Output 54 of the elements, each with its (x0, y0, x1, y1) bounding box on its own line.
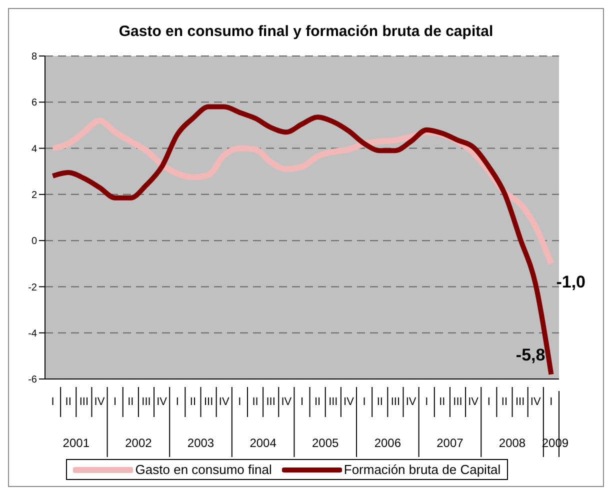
x-tick-label: III (79, 396, 89, 408)
x-tick-label: II (65, 396, 72, 408)
x-tick-label: II (439, 396, 446, 408)
text: 2007 (436, 436, 464, 450)
x-tick-label: II (190, 396, 196, 408)
legend-label: Gasto en consumo final (134, 462, 272, 477)
x-tick-label: I (550, 396, 553, 408)
x-tick-label: III (453, 396, 462, 408)
x-tick-label: I (300, 396, 304, 408)
x-tick-label: II (252, 396, 258, 408)
y-tick-label: -6 (28, 374, 38, 386)
y-tick-label: 8 (31, 52, 38, 63)
text: 2006 (374, 436, 402, 450)
y-tick-label: 4 (31, 144, 38, 155)
x-tick-label: IV (406, 396, 417, 408)
x-tick-label: IV (156, 396, 168, 408)
x-tick-label: III (328, 396, 338, 408)
x-tick-label: II (501, 396, 508, 408)
x-tick-label: IV (281, 396, 292, 408)
legend-label: Formación bruta de Capital (342, 462, 501, 477)
text: 2005 (312, 436, 340, 450)
x-tick-label: II (128, 396, 134, 408)
chart-title: Gasto en consumo final y formación bruta de capital (118, 22, 494, 42)
text: 2008 (498, 436, 526, 450)
x-tick-label: III (142, 396, 151, 408)
x-tick-label: IV (94, 396, 106, 408)
y-tick-label: -2 (28, 282, 38, 294)
x-tick-label: I (176, 396, 179, 408)
text: 2003 (187, 436, 214, 450)
y-tick-label: 2 (31, 190, 38, 201)
y-tick-label: 6 (31, 98, 38, 109)
y-tick-label: 0 (31, 236, 38, 248)
x-tick-label: III (266, 396, 276, 408)
x-tick-label: III (515, 396, 525, 408)
text: 2002 (125, 436, 152, 450)
x-tick-label: I (362, 396, 366, 408)
text: 2001 (62, 436, 90, 450)
x-tick-label: I (238, 396, 242, 408)
x-tick-label: IV (344, 396, 355, 408)
x-tick-label: I (487, 396, 490, 408)
data-label: -1,0 (556, 272, 586, 292)
y-tick-label: -4 (28, 328, 38, 340)
x-tick-label: IV (468, 396, 480, 408)
x-tick-label: I (51, 396, 54, 408)
x-tick-label: III (390, 396, 400, 408)
x-tick-label: I (425, 396, 428, 408)
x-tick-label: I (114, 396, 117, 408)
text: 2004 (250, 436, 277, 450)
x-tick-label: IV (530, 396, 542, 408)
data-label: -5,8 (516, 345, 546, 364)
x-tick-label: III (204, 396, 214, 408)
x-tick-label: IV (218, 396, 230, 408)
x-tick-label: II (314, 396, 321, 408)
x-tick-label: II (376, 396, 383, 408)
